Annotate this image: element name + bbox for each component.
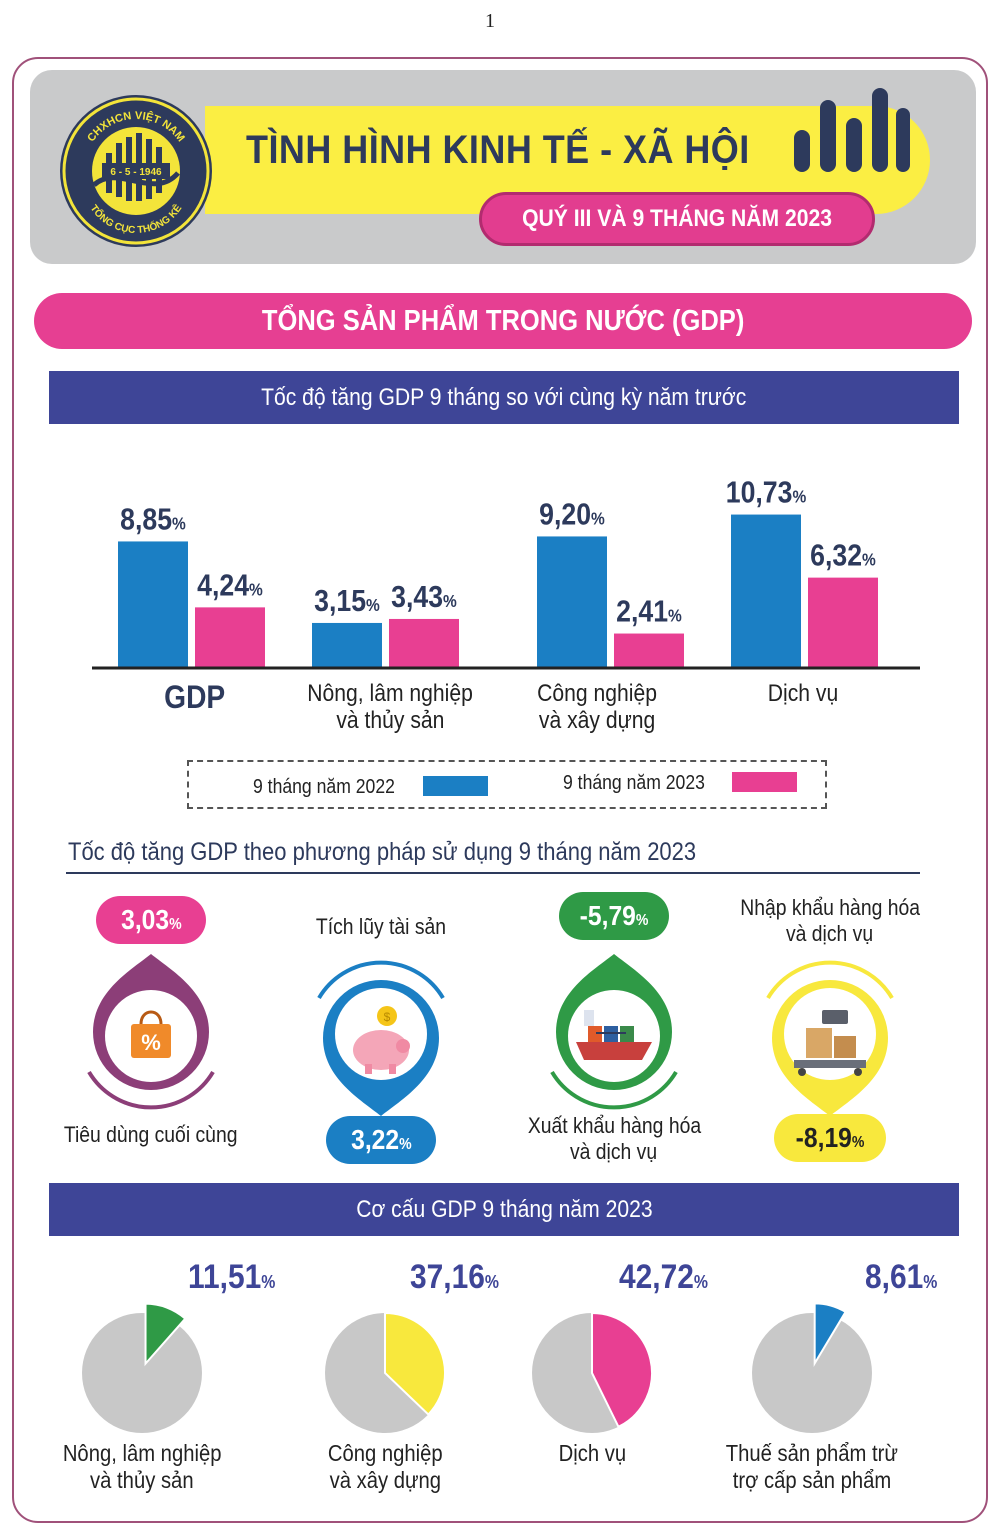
bar-2022-1 [312,622,382,668]
bar-2023-1 [389,618,459,668]
svg-text:%: % [141,1030,161,1055]
bar-value-label: 3,15% [314,584,380,618]
pie-rest-slice [752,1313,872,1433]
pie-value-label: 8,61% [865,1258,938,1296]
usage-label: Tích lũy tài sản [315,914,447,939]
legend-swatch-2023 [732,772,797,792]
pie-category-label: Nông, lâm nghiệp và thủy sản [62,1440,222,1493]
cargo-scale-icon [794,1010,866,1076]
bar-value-label: 10,73% [726,476,807,510]
chart-legend: 9 tháng năm 2022 9 tháng năm 2023 [187,760,827,809]
structure-chart-title-bar: Cơ cấu GDP 9 tháng năm 2023 [49,1183,959,1236]
growth-bar-chart: 8,85% 3,15% 9,20% 10,73% 4,24% 3,43% 2,41% 6,32… [92,476,920,670]
usage-ring-0: % [87,954,215,1110]
shopping-bag-icon: % [131,1010,171,1058]
section-title: TỔNG SẢN PHẨM TRONG NƯỚC (GDP) [34,293,972,349]
pie-chart-1 [325,1311,446,1433]
pie-chart-2 [532,1311,653,1433]
usage-label: Xuất khẩu hàng hóa và dịch vụ [527,1113,701,1164]
category-label: Công nghiệp và xây dựng [537,680,657,734]
svg-text:$: $ [384,1010,391,1024]
category-label: Dịch vụ [767,680,839,707]
legend-label-2023: 9 tháng năm 2023 [563,772,705,794]
page-title: TÌNH HÌNH KINH TẾ - XÃ HỘI [246,128,750,172]
pie-value-label: 37,16% [410,1258,499,1296]
growth-chart-title: Tốc độ tăng GDP 9 tháng so với cùng kỳ n… [261,383,747,411]
pie-highlight-slice [591,1311,653,1429]
page-subtitle: QUÝ III VÀ 9 THÁNG NĂM 2023 [522,205,832,232]
usage-ring-3 [766,960,894,1116]
bar-value-label: 3,43% [391,580,457,614]
category-label: Nông, lâm nghiệp và thủy sản [307,680,473,734]
usage-value-pill: 3,22% [326,1116,436,1164]
pie-category-label: Công nghiệp và xây dựng [327,1440,443,1493]
pie-category-label: Dịch vụ [558,1440,626,1466]
structure-chart-title: Cơ cấu GDP 9 tháng năm 2023 [355,1195,653,1223]
bar-value-label: 6,32% [810,539,876,573]
bar-2022-3 [731,514,801,668]
bar-2023-0 [195,607,265,668]
usage-value-pill: -8,19% [774,1114,886,1162]
pie-rest-slice [82,1313,202,1433]
growth-chart-title-bar: Tốc độ tăng GDP 9 tháng so với cùng kỳ n… [49,371,959,424]
bar-value-label: 8,85% [120,503,186,537]
pie-value-label: 42,72% [619,1258,708,1296]
usage-value-pill: 3,03% [96,896,206,944]
pie-chart-3 [752,1302,872,1433]
pie-highlight-slice [813,1302,847,1367]
pie-category-label: Thuế sản phẩm trừ trợ cấp sản phẩm [725,1440,899,1493]
usage-label: Nhập khẩu hàng hóa và dịch vụ [740,895,920,946]
legend-swatch-2022 [423,776,488,796]
subtitle-pill: QUÝ III VÀ 9 THÁNG NĂM 2023 [479,192,875,246]
bar-2022-2 [537,536,607,668]
bar-chart-icon [794,88,910,172]
bar-2023-2 [614,633,684,668]
pie-highlight-slice [384,1311,446,1416]
category-label: GDP [164,679,226,715]
bar-value-label: 4,24% [197,569,263,603]
pie-value-label: 11,51% [188,1258,276,1296]
usage-ring-1: $ [317,960,445,1116]
usage-section-title: Tốc độ tăng GDP theo phương pháp sử dụng… [68,838,697,866]
bar-value-label: 2,41% [616,595,682,629]
usage-ring-2 [550,954,678,1110]
page-frame [12,57,988,1523]
bar-value-label: 9,20% [539,498,605,532]
pie-chart-0 [82,1302,202,1433]
piggy-bank-icon: $ [353,1006,410,1074]
logo-date: 6 - 5 - 1946 [110,167,162,178]
legend-label-2022: 9 tháng năm 2022 [253,776,395,798]
usage-title-rule [66,872,920,874]
bar-2022-0 [118,541,188,668]
usage-label: Tiêu dùng cuối cùng [64,1122,238,1147]
bar-2023-3 [808,577,878,668]
usage-value-pill: -5,79% [559,892,669,940]
page-number: 1 [485,10,495,32]
pie-highlight-slice [144,1302,187,1367]
gso-logo: CHXHCN VIỆT NAM TỔNG CỤC THỐNG KÊ 6 - 5 … [60,95,212,247]
cargo-ship-icon [576,1010,652,1060]
